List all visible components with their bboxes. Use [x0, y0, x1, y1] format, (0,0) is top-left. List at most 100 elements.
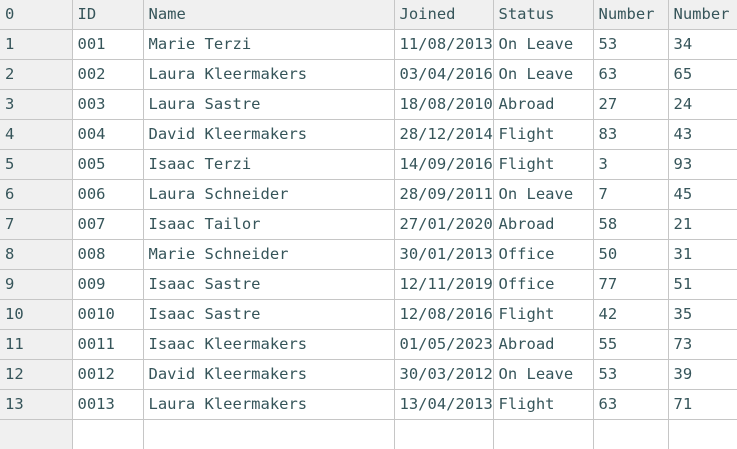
table-cell[interactable]: 71 [668, 389, 737, 420]
table-cell[interactable]: 27 [593, 89, 669, 120]
table-cell[interactable]: 63 [593, 389, 669, 420]
table-cell[interactable]: 34 [668, 29, 737, 60]
table-cell[interactable]: 58 [593, 209, 669, 240]
table-cell[interactable]: Marie Terzi [143, 29, 395, 60]
table-cell[interactable]: On Leave [493, 59, 594, 90]
table-cell[interactable]: 03/04/2016 [394, 59, 494, 90]
table-cell[interactable]: 11/08/2013 [394, 29, 494, 60]
table-cell[interactable]: 14/09/2016 [394, 149, 494, 180]
table-cell[interactable]: 73 [668, 329, 737, 360]
table-cell[interactable]: Laura Kleermakers [143, 389, 395, 420]
row-number-cell[interactable]: 5 [0, 149, 73, 180]
table-cell[interactable]: 13/04/2013 [394, 389, 494, 420]
table-cell[interactable]: On Leave [493, 359, 594, 390]
table-cell[interactable]: 0011 [72, 329, 144, 360]
column-header[interactable]: Number [668, 0, 737, 30]
table-cell[interactable]: 24 [668, 89, 737, 120]
table-cell[interactable]: 0013 [72, 389, 144, 420]
table-cell[interactable]: 63 [593, 59, 669, 90]
table-cell[interactable]: 28/12/2014 [394, 119, 494, 150]
table-cell[interactable]: 50 [593, 239, 669, 270]
table-cell[interactable]: 42 [593, 299, 669, 330]
row-number-cell[interactable]: 13 [0, 389, 73, 420]
column-header[interactable]: Status [493, 0, 594, 30]
table-cell[interactable]: Marie Schneider [143, 239, 395, 270]
table-cell[interactable]: Laura Schneider [143, 179, 395, 210]
table-cell[interactable]: 12/08/2016 [394, 299, 494, 330]
row-number-cell[interactable]: 12 [0, 359, 73, 390]
table-cell[interactable]: 45 [668, 179, 737, 210]
table-cell[interactable]: Office [493, 269, 594, 300]
table-cell[interactable]: 01/05/2023 [394, 329, 494, 360]
table-cell[interactable]: 65 [668, 59, 737, 90]
table-cell[interactable]: Office [493, 239, 594, 270]
table-cell[interactable]: 30/03/2012 [394, 359, 494, 390]
table-cell[interactable]: 002 [72, 59, 144, 90]
row-number-cell[interactable]: 1 [0, 29, 73, 60]
table-cell[interactable]: 007 [72, 209, 144, 240]
table-cell[interactable]: Flight [493, 299, 594, 330]
table-cell[interactable]: 0010 [72, 299, 144, 330]
table-cell[interactable]: 30/01/2013 [394, 239, 494, 270]
column-header[interactable]: ID [72, 0, 144, 30]
table-cell[interactable]: Flight [493, 149, 594, 180]
table-cell[interactable]: 21 [668, 209, 737, 240]
table-cell[interactable]: Abroad [493, 329, 594, 360]
table-cell[interactable]: 83 [593, 119, 669, 150]
row-number-cell[interactable]: 4 [0, 119, 73, 150]
table-cell[interactable]: 27/01/2020 [394, 209, 494, 240]
table-cell[interactable]: David Kleermakers [143, 359, 395, 390]
table-cell[interactable]: 31 [668, 239, 737, 270]
table-cell[interactable]: 0012 [72, 359, 144, 390]
table-cell[interactable]: Abroad [493, 209, 594, 240]
table-cell[interactable]: 53 [593, 29, 669, 60]
row-number-cell[interactable]: 3 [0, 89, 73, 120]
column-header[interactable]: Joined [394, 0, 494, 30]
table-cell[interactable]: Isaac Terzi [143, 149, 395, 180]
table-cell[interactable]: 009 [72, 269, 144, 300]
table-row: 8 008 Marie Schneider 30/01/2013 Office 50 31 [0, 239, 737, 270]
table-cell[interactable]: 39 [668, 359, 737, 390]
column-header[interactable]: 0 [0, 0, 73, 30]
table-cell[interactable]: 3 [593, 149, 669, 180]
table-cell[interactable]: 55 [593, 329, 669, 360]
table-cell[interactable]: 7 [593, 179, 669, 210]
table-cell[interactable]: Flight [493, 389, 594, 420]
table-cell[interactable]: 28/09/2011 [394, 179, 494, 210]
table-cell[interactable]: 008 [72, 239, 144, 270]
table-cell[interactable]: 43 [668, 119, 737, 150]
table-cell[interactable]: 005 [72, 149, 144, 180]
table-cell[interactable]: 004 [72, 119, 144, 150]
table-cell[interactable]: Laura Sastre [143, 89, 395, 120]
table-cell[interactable]: 12/11/2019 [394, 269, 494, 300]
row-number-cell[interactable]: 8 [0, 239, 73, 270]
table-cell[interactable]: 77 [593, 269, 669, 300]
table-cell[interactable]: On Leave [493, 179, 594, 210]
table-cell[interactable]: Laura Kleermakers [143, 59, 395, 90]
table-cell[interactable]: Isaac Tailor [143, 209, 395, 240]
table-cell[interactable]: 93 [668, 149, 737, 180]
table-cell[interactable]: On Leave [493, 29, 594, 60]
row-number-cell[interactable]: 10 [0, 299, 73, 330]
row-number-cell[interactable]: 9 [0, 269, 73, 300]
table-row: 12 0012 David Kleermakers 30/03/2012 On Leav… [0, 359, 737, 390]
table-cell[interactable]: 53 [593, 359, 669, 390]
table-cell[interactable]: Isaac Kleermakers [143, 329, 395, 360]
row-number-cell[interactable]: 7 [0, 209, 73, 240]
table-cell[interactable]: 006 [72, 179, 144, 210]
table-cell[interactable]: Isaac Sastre [143, 299, 395, 330]
table-cell[interactable]: Abroad [493, 89, 594, 120]
row-number-cell[interactable]: 6 [0, 179, 73, 210]
row-number-cell[interactable]: 11 [0, 329, 73, 360]
table-cell[interactable]: Flight [493, 119, 594, 150]
table-cell[interactable]: 35 [668, 299, 737, 330]
table-cell[interactable]: 18/08/2010 [394, 89, 494, 120]
row-number-cell[interactable]: 2 [0, 59, 73, 90]
table-cell[interactable]: David Kleermakers [143, 119, 395, 150]
table-cell[interactable]: Isaac Sastre [143, 269, 395, 300]
table-cell[interactable]: 003 [72, 89, 144, 120]
table-cell[interactable]: 001 [72, 29, 144, 60]
table-cell[interactable]: 51 [668, 269, 737, 300]
column-header[interactable]: Name [143, 0, 395, 30]
column-header[interactable]: Number [593, 0, 669, 30]
